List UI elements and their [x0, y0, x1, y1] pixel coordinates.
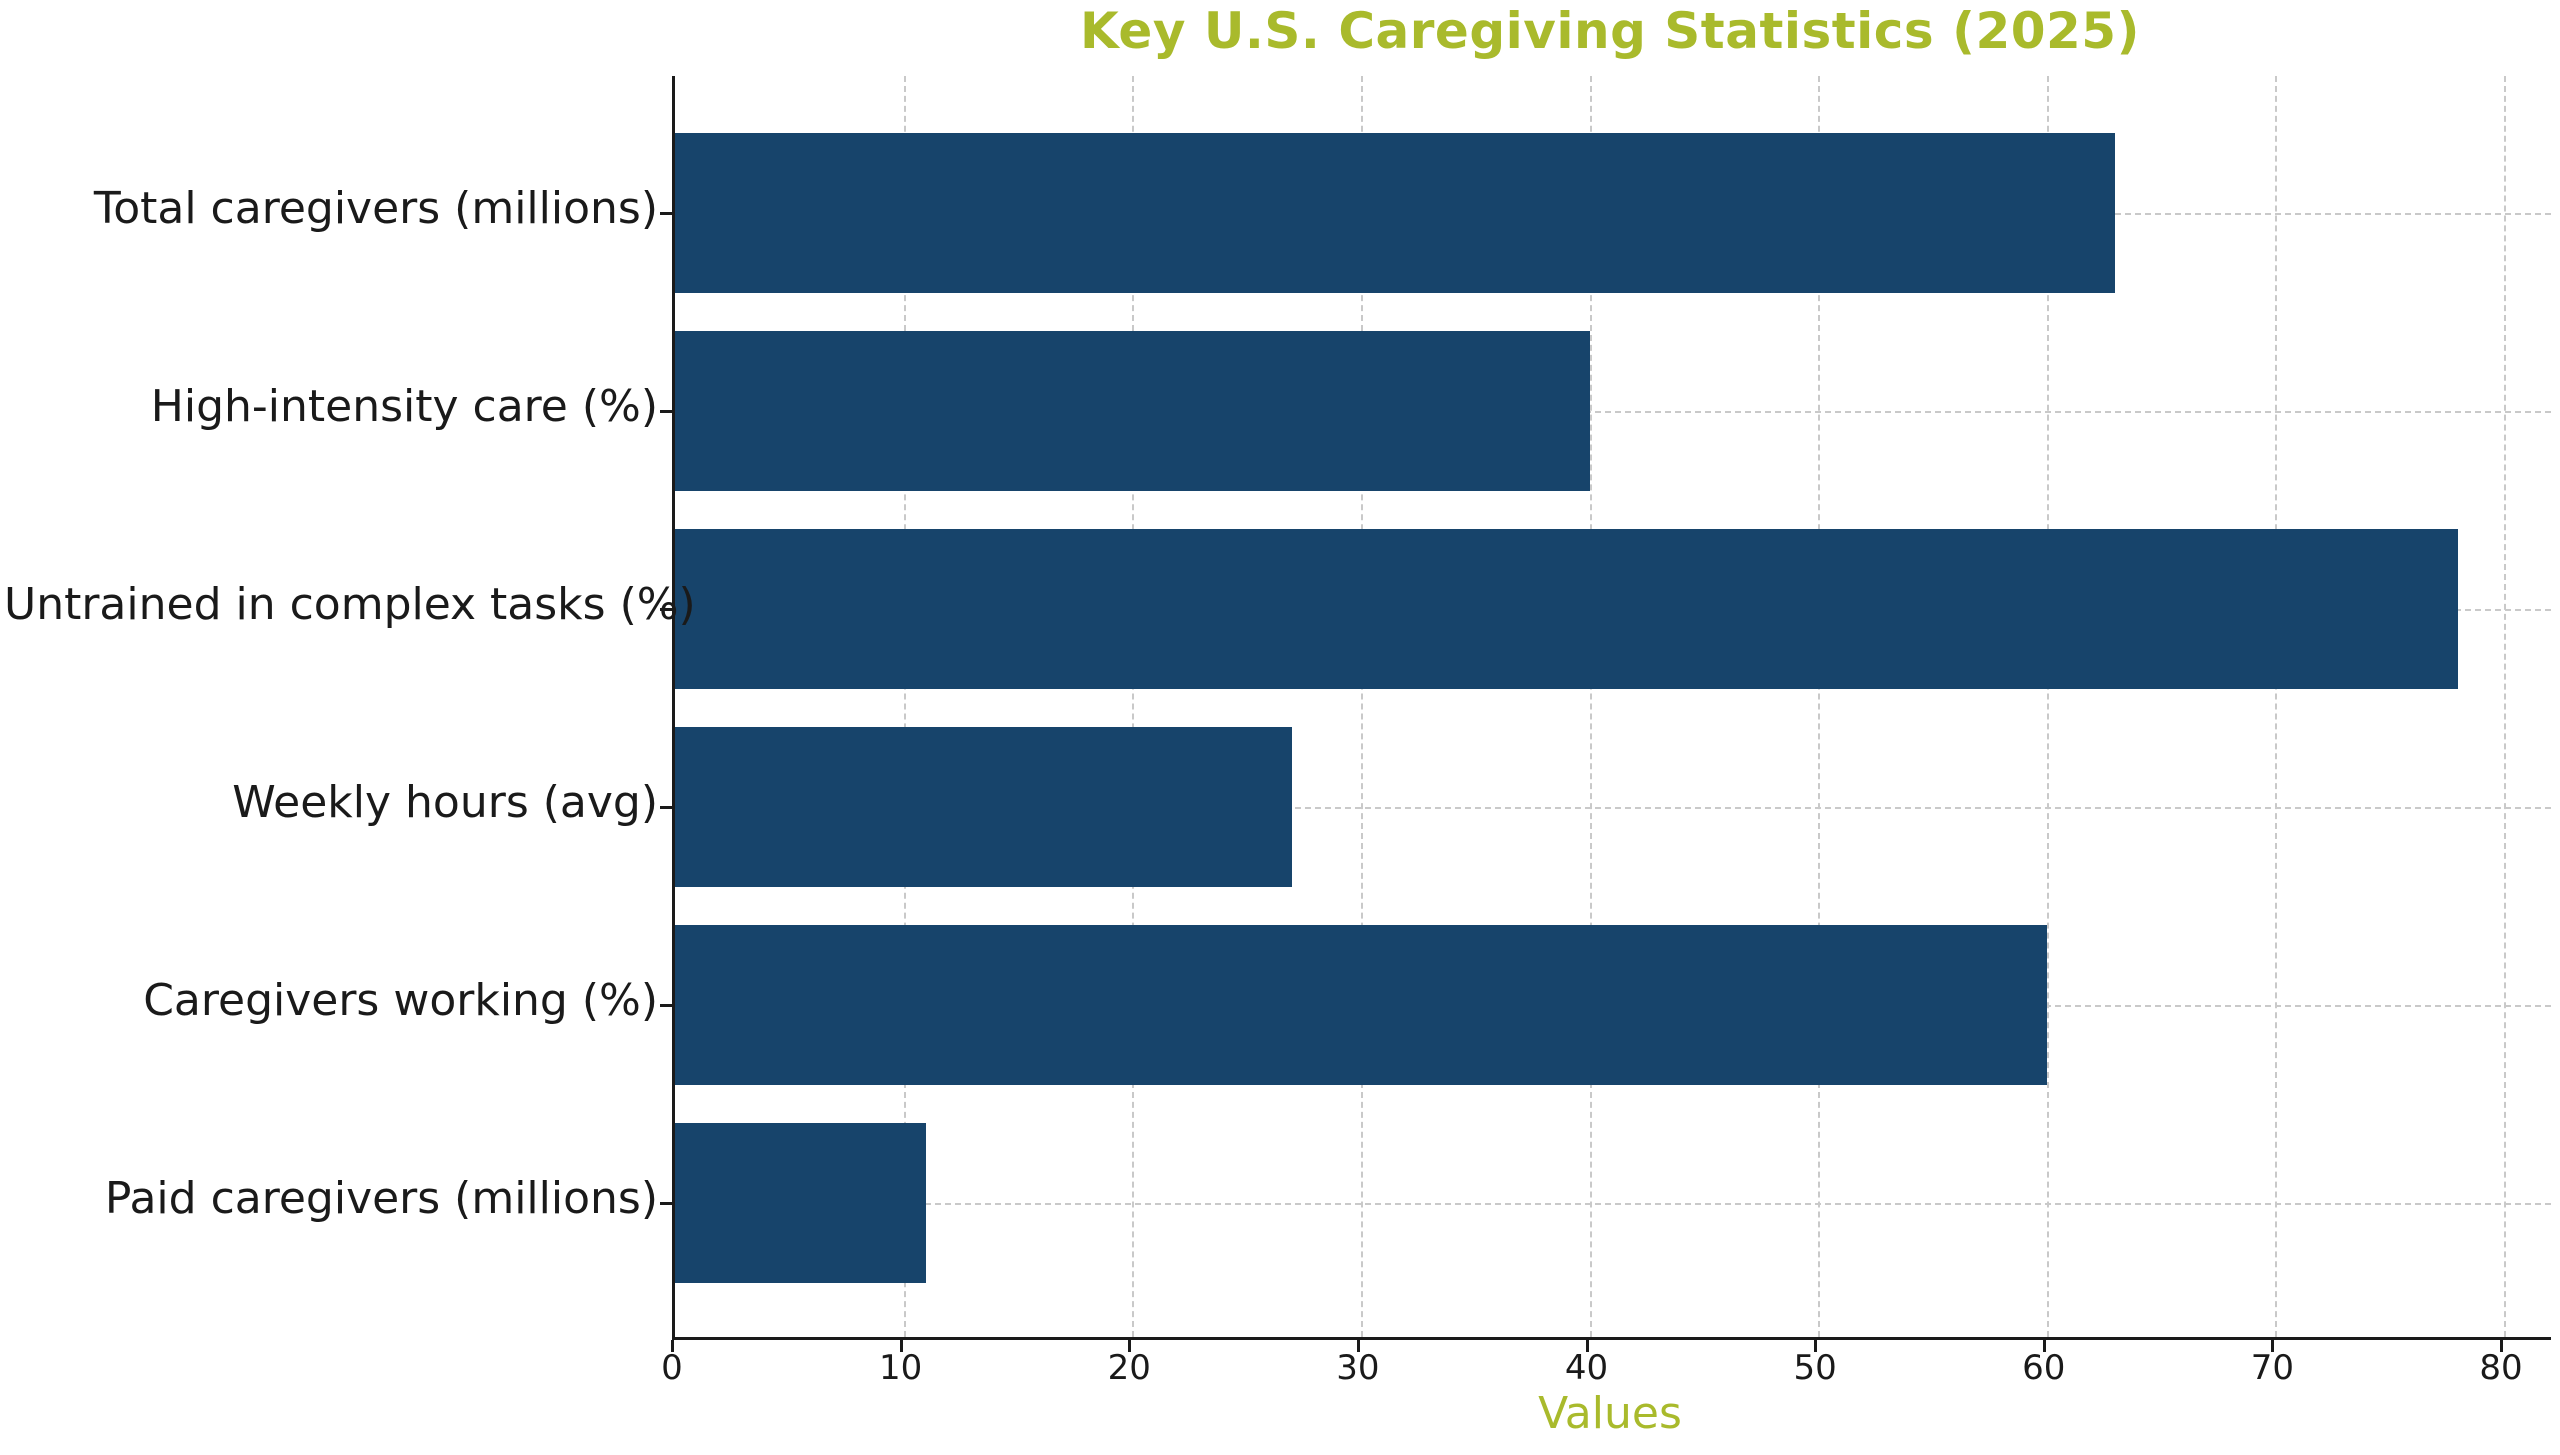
x-tick-mark [2271, 1340, 2275, 1352]
x-gridline-70 [2275, 76, 2278, 1337]
y-tick-mark [660, 212, 672, 215]
bar-total-caregivers-millions [675, 133, 2116, 293]
y-gridline [675, 1203, 2551, 1205]
y-tick-label: Untrained in complex tasks (%) [4, 579, 696, 630]
x-tick-label-20: 20 [1107, 1348, 1151, 1388]
chart-title: Key U.S. Caregiving Statistics (2025) [1080, 2, 2140, 60]
x-tick-mark [899, 1340, 903, 1352]
y-gridline [675, 411, 2551, 413]
y-tick-mark [660, 410, 672, 413]
x-tick-mark [1585, 1340, 1589, 1352]
plot-area [672, 76, 2551, 1340]
x-tick-label-50: 50 [1793, 1348, 1837, 1388]
y-tick-label: Total caregivers (millions) [93, 183, 658, 234]
bar-untrained-in-complex-tasks [675, 529, 2459, 689]
x-gridline-10 [903, 76, 906, 1337]
y-gridline [675, 807, 2551, 809]
y-tick-label: Caregivers working (%) [143, 975, 658, 1026]
y-tick-mark [660, 806, 672, 809]
x-tick-mark [2042, 1340, 2046, 1352]
y-tick-mark [660, 1004, 672, 1007]
bar-weekly-hours-avg [675, 727, 1293, 887]
y-tick-label: Paid caregivers (millions) [104, 1173, 658, 1224]
y-tick-label: Weekly hours (avg) [232, 777, 658, 828]
x-gridline-20 [1132, 76, 1135, 1337]
y-tick-mark [660, 608, 672, 611]
x-gridline-60 [2046, 76, 2049, 1337]
x-axis-label: Values [1538, 1388, 1682, 1439]
bar-paid-caregivers-millions [675, 1123, 927, 1283]
x-tick-label-10: 10 [878, 1348, 923, 1388]
x-tick-label-70: 70 [2250, 1348, 2294, 1388]
x-gridline-40 [1589, 76, 1592, 1337]
bar-high-intensity-care [675, 331, 1590, 491]
x-gridline-30 [1360, 76, 1363, 1337]
x-tick-mark [1356, 1340, 1360, 1352]
x-tick-label-60: 60 [2022, 1348, 2066, 1388]
x-tick-mark [1814, 1340, 1818, 1352]
x-tick-mark [671, 1340, 674, 1352]
x-tick-mark [2500, 1340, 2503, 1352]
x-gridline-50 [1818, 76, 1821, 1337]
x-gridline-80 [2504, 76, 2506, 1337]
x-tick-label-0: 0 [661, 1348, 683, 1388]
y-tick-label: High-intensity care (%) [150, 381, 658, 432]
bar-caregivers-working [675, 925, 2047, 1085]
x-tick-label-80: 80 [2479, 1348, 2523, 1388]
x-tick-mark [1128, 1340, 1132, 1352]
x-tick-label-40: 40 [1564, 1348, 1609, 1388]
y-tick-mark [660, 1202, 672, 1205]
x-tick-label-30: 30 [1336, 1348, 1380, 1388]
